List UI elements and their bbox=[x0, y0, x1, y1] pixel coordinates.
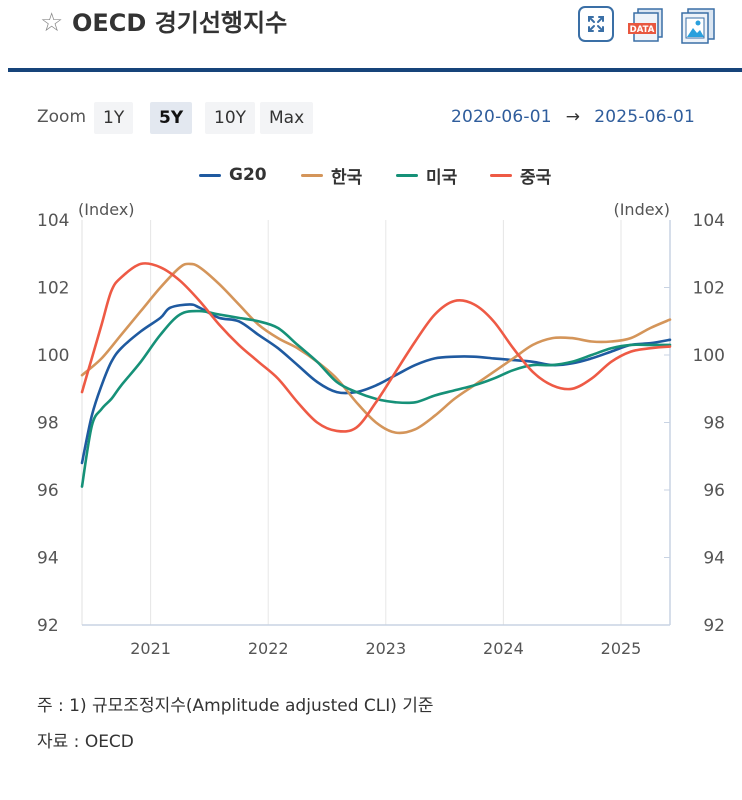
range-end[interactable]: 2025-06-01 bbox=[594, 107, 696, 127]
legend-label: G20 bbox=[229, 165, 267, 185]
legend-label: 한국 bbox=[331, 167, 363, 188]
series-line-usa bbox=[80, 309, 672, 488]
legend-item-g20[interactable]: G20 bbox=[199, 163, 267, 187]
legend-item-usa[interactable]: 미국 bbox=[396, 163, 458, 188]
y-tick-label-left: 104 bbox=[37, 211, 69, 231]
y-tick-label-left: 100 bbox=[37, 346, 69, 366]
data-icon-label: DATA bbox=[630, 25, 655, 35]
x-tick-label: 2024 bbox=[483, 639, 524, 658]
line-chart: 2021 2022 2023 2024 2025 92 92 94 94 96 96 98 98 100 1… bbox=[37, 200, 725, 658]
image-download-button[interactable] bbox=[678, 6, 715, 44]
expand-icon bbox=[588, 16, 604, 32]
y-tick-label-right: 104 bbox=[693, 211, 725, 231]
legend-label: 미국 bbox=[426, 167, 458, 188]
footnote-note: 주 : 1) 규모조정지수(Amplitude adjusted CLI) 기준 bbox=[37, 696, 434, 716]
zoom-button-10y[interactable]: 10Y bbox=[205, 102, 256, 134]
y-tick-label-right: 100 bbox=[693, 346, 725, 366]
zoom-button-1y[interactable]: 1Y bbox=[94, 102, 134, 134]
x-tick-label: 2025 bbox=[601, 639, 642, 658]
zoom-button-5y[interactable]: 5Y bbox=[150, 102, 193, 134]
x-tick-label: 2021 bbox=[130, 639, 171, 658]
legend-label: 중국 bbox=[520, 167, 552, 188]
series-line-china bbox=[80, 262, 672, 433]
image-file-icon bbox=[681, 8, 715, 44]
x-tick-label: 2022 bbox=[248, 639, 289, 658]
series-line-korea bbox=[80, 262, 672, 435]
star-outline-icon[interactable]: ☆ bbox=[40, 8, 64, 38]
header-divider bbox=[8, 68, 742, 72]
y-tick-label-left: 102 bbox=[37, 279, 69, 299]
y-tick-label-right: 102 bbox=[693, 279, 725, 299]
data-download-button[interactable]: DATA bbox=[626, 6, 663, 42]
chart-header: ☆ OECD 경기선행지수 DATA bbox=[0, 0, 742, 70]
x-tick-label: 2023 bbox=[365, 639, 406, 658]
zoom-label: Zoom bbox=[37, 107, 87, 127]
chart-title: OECD 경기선행지수 bbox=[72, 9, 288, 37]
fullscreen-button[interactable] bbox=[578, 6, 614, 42]
y-tick-label-right: 96 bbox=[703, 481, 725, 501]
footnote-source: 자료 : OECD bbox=[37, 732, 134, 752]
y-tick-label-left: 92 bbox=[37, 616, 59, 636]
y-tick-label-right: 98 bbox=[703, 414, 725, 434]
y-tick-label-left: 98 bbox=[37, 414, 59, 434]
y-tick-label-left: 94 bbox=[37, 549, 59, 569]
y-axis-label-right: (Index) bbox=[613, 200, 670, 219]
y-tick-label-left: 96 bbox=[37, 481, 59, 501]
legend-item-korea[interactable]: 한국 bbox=[301, 163, 363, 188]
y-tick-label-right: 92 bbox=[703, 616, 725, 636]
data-file-icon: DATA bbox=[628, 8, 663, 42]
legend-swatch bbox=[301, 173, 323, 177]
legend-swatch bbox=[199, 173, 221, 177]
range-start[interactable]: 2020-06-01 bbox=[451, 107, 552, 127]
zoom-button-max[interactable]: Max bbox=[260, 102, 314, 134]
legend-item-china[interactable]: 중국 bbox=[490, 163, 552, 188]
legend-swatch bbox=[490, 173, 512, 177]
date-range: 2020-06-01 → 2025-06-01 bbox=[451, 107, 695, 127]
legend-swatch bbox=[396, 173, 418, 177]
y-tick-label-right: 94 bbox=[703, 549, 725, 569]
range-arrow: → bbox=[565, 107, 581, 127]
y-axis-label-left: (Index) bbox=[78, 200, 135, 219]
